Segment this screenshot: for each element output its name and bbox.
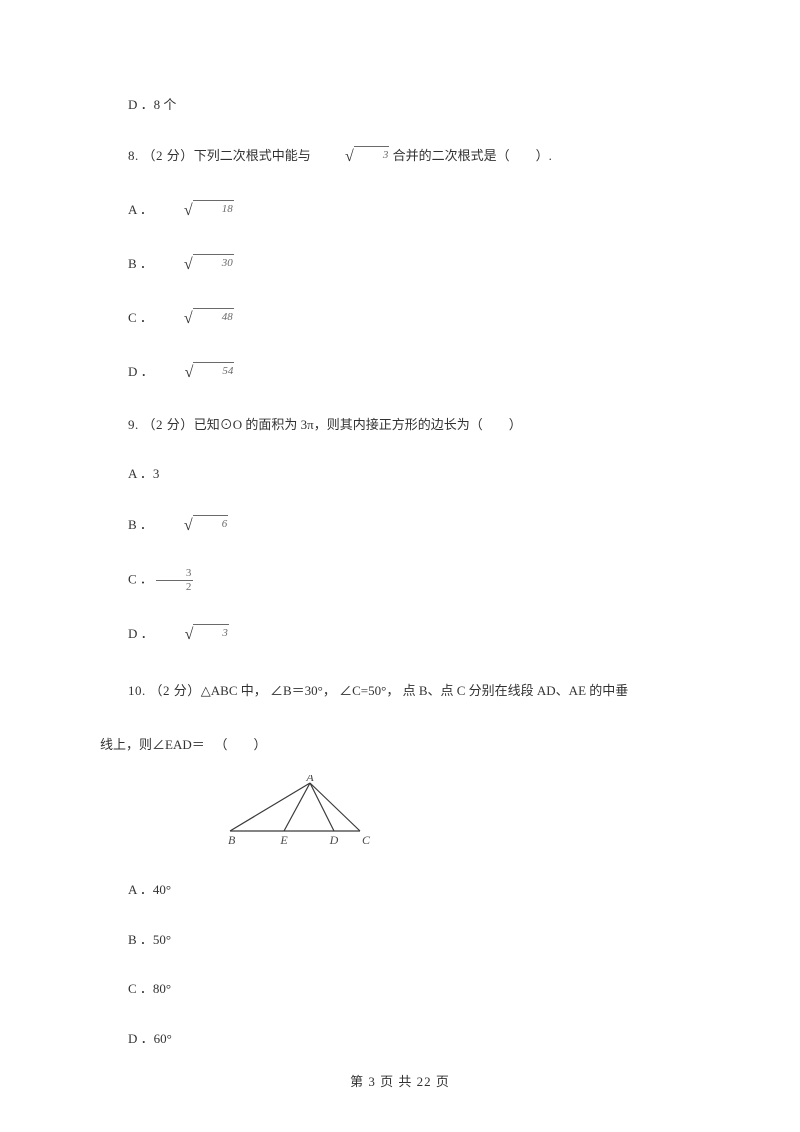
svg-text:C: C [362,833,371,847]
q10-option-d: D ．60° [100,1029,700,1049]
q8-option-a: A ．√18 [100,199,700,223]
sqrt-icon: √30 [156,253,234,277]
q8-d-radicand: 54 [193,362,234,380]
option-prefix: D ． [128,625,154,640]
q9-option-d: D ．√3 [100,623,700,647]
option-prefix: C ． [128,309,153,324]
q9-option-a: A ．3 [100,464,700,484]
sqrt-icon: √48 [156,307,234,331]
q10-option-c: C ．80° [100,979,700,999]
q8-stem: 8. （2 分）下列二次根式中能与 √3 合并的二次根式是（ ）. [100,145,700,169]
q9-option-b: B ．√6 [100,514,700,538]
sqrt-icon: √3 [317,145,389,169]
q9-c-num: 3 [156,568,194,581]
q9-stem: 9. （2 分）已知⊙O 的面积为 3π，则其内接正方形的边长为（ ） [100,415,700,435]
q9-text: 已知⊙O 的面积为 3π，则其内接正方形的边长为（ ） [194,417,522,432]
q8-text-after: 合并的二次根式是（ ）. [389,147,552,162]
sqrt-icon: √6 [156,514,228,538]
q8-b-radicand: 30 [193,254,234,272]
svg-text:E: E [279,833,288,847]
q8-c-radicand: 48 [193,308,234,326]
option-prefix: A ． [128,201,153,216]
q10-option-a: A ．40° [100,880,700,900]
q10-stem: 10. （2 分）△ABC 中， ∠B＝30°， ∠C=50°， 点 B、点 C… [100,677,700,706]
q8-text-before: 下列二次根式中能与 [194,147,314,162]
q9-c-den: 2 [156,581,194,593]
svg-text:B: B [228,833,236,847]
q8-a-radicand: 18 [193,200,234,218]
q9-prefix: 9. （2 分） [128,417,194,432]
q8-prefix: 8. （2 分） [128,147,194,162]
svg-text:D: D [329,833,339,847]
sqrt-icon: √18 [156,199,234,223]
page-footer: 第 3 页 共 22 页 [0,1071,800,1090]
q8-option-d: D ．√54 [100,361,700,385]
q9-option-c: C ．32 [100,568,700,593]
svg-text:A: A [305,775,314,784]
option-prefix: B ． [128,255,153,270]
option-prefix: D ． [128,363,154,378]
q7-option-d: D ．8 个 [100,95,700,115]
fraction-icon: 32 [156,568,194,593]
q8-option-b: B ．√30 [100,253,700,277]
triangle-diagram: A B E D C [222,775,382,847]
q10-prefix: 10. （2 分） [128,683,201,698]
q10-option-b: B ．50° [100,930,700,950]
q8-option-c: C ．√48 [100,307,700,331]
page-content: D ．8 个 8. （2 分）下列二次根式中能与 √3 合并的二次根式是（ ）.… [0,0,800,1118]
option-prefix: C ． [128,571,153,586]
sqrt-icon: √3 [157,623,229,647]
option-prefix: B ． [128,516,153,531]
sqrt-icon: √54 [157,361,235,385]
q10-text-1: △ABC 中， ∠B＝30°， ∠C=50°， 点 B、点 C 分别在线段 AD… [201,683,629,698]
q10-stem-cont: 线上，则∠EAD＝ （ ） [100,735,700,755]
q9-d-radicand: 3 [193,624,229,642]
q9-b-radicand: 6 [193,515,229,533]
q8-inline-radicand: 3 [354,146,390,164]
q10-figure: A B E D C [222,775,700,853]
